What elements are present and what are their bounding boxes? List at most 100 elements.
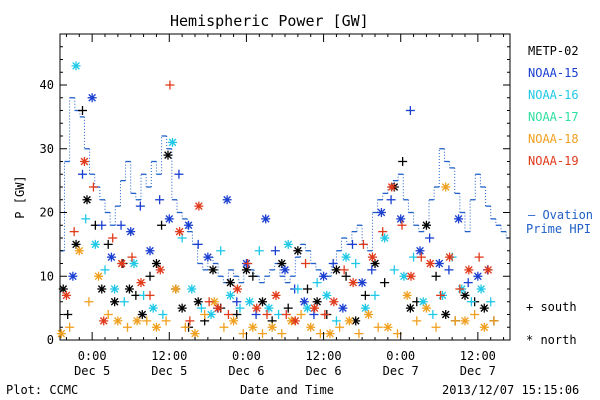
x-tick-date-label: Dec 7 [383,364,419,378]
north-marker [106,252,116,262]
south-marker [216,246,226,256]
south-marker [358,239,368,249]
south-marker [351,259,361,268]
south-marker [116,220,126,230]
south-marker [389,265,399,275]
north-marker [338,303,348,313]
north-marker [348,278,358,288]
south-marker [463,278,473,288]
north-marker [476,284,486,294]
south-marker [69,227,79,237]
x-tick-time-label: 12:00 [306,349,342,363]
marker-stroke [210,297,219,306]
marker-stroke [94,272,103,281]
south-marker [341,271,351,281]
north-marker [441,310,451,319]
marker-stroke [396,215,405,223]
marker-stroke [91,240,100,249]
marker-stroke [461,291,469,300]
marker-stroke [445,253,454,261]
south-marker [262,310,272,319]
south-marker [88,182,98,192]
south-marker [339,265,349,275]
south-marker [431,271,441,281]
marker-stroke [252,304,261,312]
south-marker [405,106,415,115]
south-marker [331,316,341,326]
south-marker [274,310,284,319]
marker-stroke [88,93,96,102]
marker-stroke [175,227,184,236]
chart-title: Hemispheric Power [GW] [170,12,369,30]
north-marker [425,259,435,268]
north-marker [357,278,367,288]
south-marker [78,106,87,115]
south-marker [223,310,233,319]
north-marker [434,259,444,268]
marker-stroke [484,266,492,274]
north-marker [252,303,262,313]
x-tick-time-label: 0:00 [78,349,107,363]
marker-stroke [242,266,251,274]
marker-stroke [146,246,154,255]
north-marker [322,290,332,300]
south-marker [428,310,438,319]
marker-stroke [345,317,354,325]
marker-stroke [461,317,469,325]
north-marker [464,265,474,275]
marker-stroke [99,317,108,325]
north-marker [61,290,71,300]
north-marker [151,259,161,268]
north-marker [145,246,155,256]
marker-stroke [75,246,84,255]
marker-stroke [339,304,347,312]
north-marker [87,93,97,103]
marker-stroke [97,285,106,293]
marker-stroke [187,285,196,293]
marker-stroke [406,304,415,312]
x-tick-date-label: Dec 6 [306,364,342,378]
marker-stroke [229,317,238,325]
marker-stroke [149,304,158,312]
north-marker [454,214,464,224]
south-marker [436,290,446,300]
south-marker [335,322,345,332]
north-marker [203,252,213,262]
marker-stroke [57,329,66,338]
north-marker [155,265,165,275]
south-marker [158,310,168,319]
south-marker [119,297,129,307]
ovation-hpi-line [60,97,508,284]
marker-stroke [465,266,473,274]
north-marker [171,284,181,294]
marker-stroke [281,266,289,274]
legend-ovation-line1: – Ovation [528,208,594,222]
south-marker [444,265,454,275]
legend-noaa-15: NOAA-15 [528,66,579,80]
north-marker [367,252,377,262]
marker-stroke [207,310,215,319]
north-marker [370,259,380,268]
marker-stroke [361,304,370,312]
south-marker [412,316,422,326]
north-marker [193,297,203,307]
south-marker [303,284,312,294]
south-marker [296,310,306,319]
south-marker [373,322,383,332]
marker-stroke [152,323,161,332]
north-marker [168,137,177,147]
y-tick-label: 0 [47,333,54,347]
marker-stroke [223,195,231,204]
north-marker [58,284,68,294]
marker-stroke [191,329,199,338]
south-marker [348,239,357,249]
north-marker [74,246,84,256]
south-marker [145,271,155,281]
south-marker [174,169,184,179]
south-marker [416,252,426,262]
marker-stroke [310,304,319,312]
marker-stroke [371,259,379,268]
marker-stroke [164,151,172,159]
north-marker [441,182,451,192]
north-marker [329,297,339,307]
